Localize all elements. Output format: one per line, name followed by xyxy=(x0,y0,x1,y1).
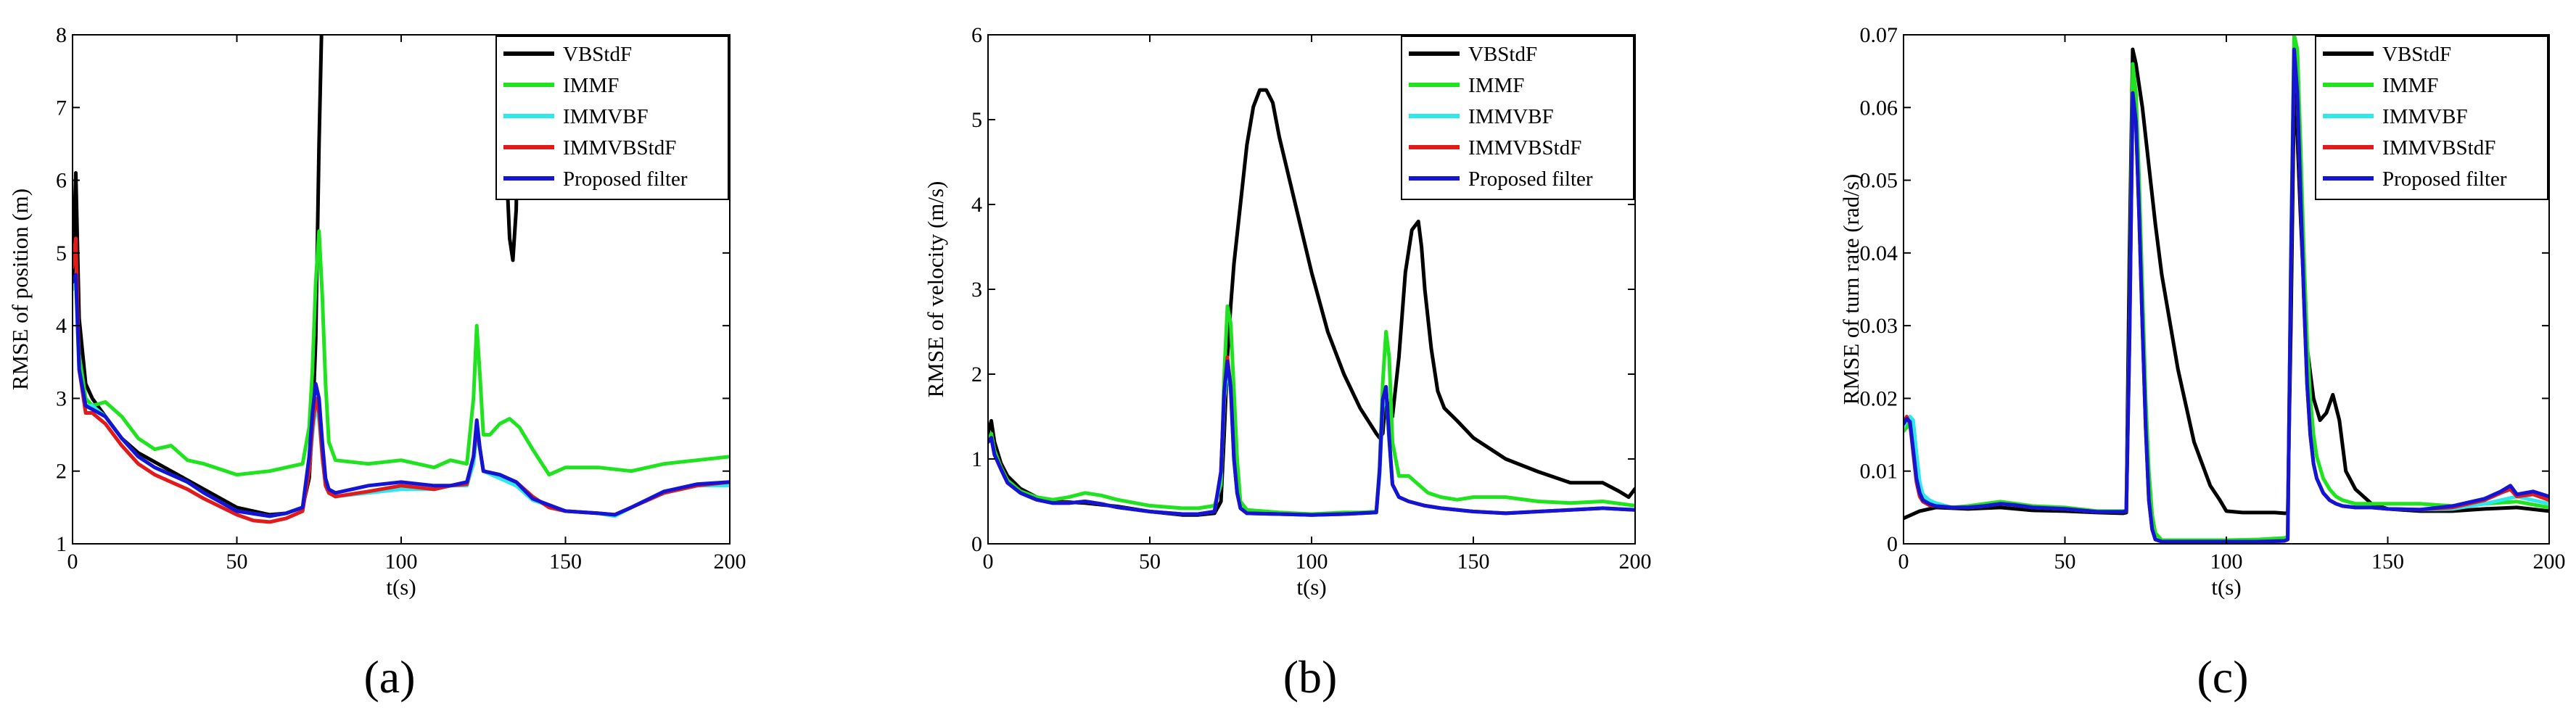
legend-label: IMMVBF xyxy=(563,105,649,128)
series-line-proposed-filter xyxy=(988,359,1635,517)
series-line-proposed-filter xyxy=(73,273,730,518)
panel-caption: (c) xyxy=(2197,651,2248,703)
x-tick-label: 0 xyxy=(67,550,78,574)
y-tick-label: 7 xyxy=(56,96,67,120)
series-line-proposed-filter xyxy=(1904,47,2549,544)
y-tick-label: 0.02 xyxy=(1860,386,1898,410)
panel-caption: (a) xyxy=(363,651,415,703)
legend-label: IMMF xyxy=(2382,74,2438,97)
legend-label: VBStdF xyxy=(2382,43,2451,66)
y-tick-label: 0.06 xyxy=(1860,96,1898,120)
legend-label: IMMF xyxy=(1468,74,1524,97)
chart-panel-c: 0 50 100 150 200 0 0.01 0.02 0.03 0.04 0.05 0.06 0.0… xyxy=(1838,23,2566,703)
legend-label: Proposed filter xyxy=(563,167,688,191)
x-axis-label: t(s) xyxy=(386,574,416,600)
legend-label: Proposed filter xyxy=(1468,167,1593,191)
x-tick-label: 50 xyxy=(2054,550,2076,574)
y-tick-label: 5 xyxy=(971,108,982,132)
chart-panel-b: 0 50 100 150 200 0 1 2 3 4 5 6 t(s) RMSE of velocity … xyxy=(923,23,1652,703)
y-axis-label: RMSE of position (m) xyxy=(7,189,33,390)
y-tick-label: 2 xyxy=(56,460,67,484)
x-tick-label: 0 xyxy=(1898,550,1909,574)
legend-label: VBStdF xyxy=(563,43,632,66)
y-tick-label: 0.01 xyxy=(1860,460,1898,484)
series-line-immvbstdf xyxy=(73,236,730,524)
legend-label: IMMVBF xyxy=(2382,105,2468,128)
x-tick-label: 200 xyxy=(1619,550,1652,574)
legend-label: IMMVBF xyxy=(1468,105,1554,128)
x-tick-label: 100 xyxy=(2210,550,2243,574)
y-tick-label: 0.05 xyxy=(1860,169,1898,193)
panel-caption: (b) xyxy=(1283,651,1338,703)
x-axis-label: t(s) xyxy=(2211,574,2241,600)
x-tick-label: 150 xyxy=(2371,550,2404,574)
x-tick-label: 100 xyxy=(385,550,418,574)
y-tick-label: 6 xyxy=(56,169,67,193)
legend-label: VBStdF xyxy=(1468,43,1537,66)
x-tick-label: 0 xyxy=(983,550,994,574)
y-tick-label: 3 xyxy=(971,278,982,302)
series-group xyxy=(988,88,1635,517)
x-tick-label: 50 xyxy=(1139,550,1161,574)
chart-panel-a: 0 50 100 150 200 1 2 3 4 5 6 7 8 t(s) RMSE of position… xyxy=(7,23,746,703)
x-tick-label: 200 xyxy=(2533,550,2566,574)
legend: VBStdF IMMF IMMVBF IMMVBStdF Proposed filter xyxy=(1401,36,1634,200)
series-line-immf xyxy=(988,304,1635,516)
legend-label: Proposed filter xyxy=(2382,167,2507,191)
y-tick-label: 4 xyxy=(56,314,67,338)
y-tick-label: 8 xyxy=(56,23,67,47)
x-tick-label: 50 xyxy=(226,550,248,574)
legend: VBStdF IMMF IMMVBF IMMVBStdF Proposed filter xyxy=(495,36,729,200)
y-tick-label: 1 xyxy=(56,532,67,556)
series-line-immf xyxy=(73,229,730,477)
y-axis-label: RMSE of turn rate (rad/s) xyxy=(1838,174,1864,405)
y-tick-label: 6 xyxy=(971,23,982,47)
legend-label: IMMVBStdF xyxy=(563,136,676,160)
legend: VBStdF IMMF IMMVBF IMMVBStdF Proposed filter xyxy=(2315,36,2548,200)
y-tick-label: 0 xyxy=(971,532,982,556)
x-tick-label: 150 xyxy=(1457,550,1490,574)
legend-label: IMMVBStdF xyxy=(2382,136,2495,160)
y-tick-label: 0.04 xyxy=(1860,241,1898,265)
y-tick-label: 5 xyxy=(56,241,67,265)
y-tick-label: 1 xyxy=(971,447,982,471)
x-tick-label: 200 xyxy=(714,550,746,574)
y-tick-label: 3 xyxy=(56,386,67,410)
y-axis-label: RMSE of velocity (m/s) xyxy=(923,181,948,398)
y-tick-label: 0 xyxy=(1887,532,1898,556)
x-axis-label: t(s) xyxy=(1296,574,1326,600)
x-tick-label: 150 xyxy=(549,550,582,574)
y-tick-label: 4 xyxy=(971,193,982,217)
y-tick-label: 2 xyxy=(971,363,982,386)
y-tick-label: 0.07 xyxy=(1860,23,1898,47)
legend-label: IMMF xyxy=(563,74,619,97)
y-tick-label: 0.03 xyxy=(1860,314,1898,338)
x-tick-label: 100 xyxy=(1296,550,1328,574)
series-group xyxy=(1904,35,2549,544)
legend-label: IMMVBStdF xyxy=(1468,136,1581,160)
